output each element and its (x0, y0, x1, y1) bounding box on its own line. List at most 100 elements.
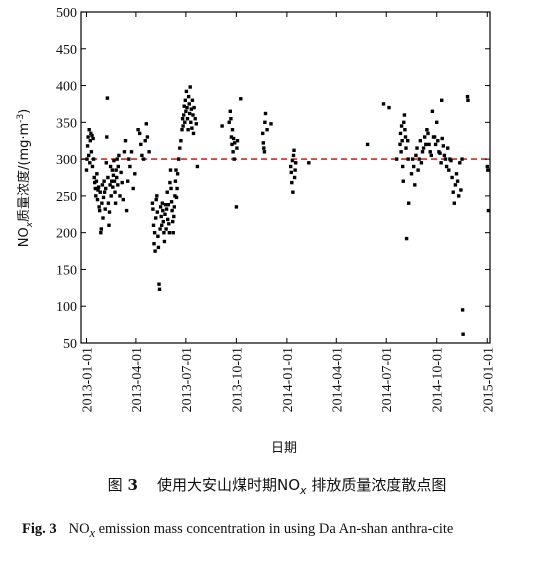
data-point (453, 183, 458, 187)
data-point (90, 164, 95, 169)
data-point (188, 85, 192, 89)
data-point (412, 164, 416, 169)
x-axis-ticks: 2013-01-01 2013-04-01 2013-07-01 2013-10-01… (81, 12, 496, 412)
data-point (190, 126, 194, 130)
data-point (163, 203, 168, 207)
data-point (452, 201, 456, 205)
data-point (116, 164, 120, 169)
data-point (111, 173, 116, 177)
data-point (110, 179, 114, 183)
data-point (113, 190, 117, 194)
data-point (154, 197, 158, 202)
data-point (239, 97, 243, 101)
data-point (87, 128, 91, 132)
data-point (290, 158, 295, 163)
figure-caption-english: Fig. 3 NOx emission mass concentration in… (22, 514, 534, 548)
data-point (98, 190, 102, 194)
data-point (156, 245, 161, 250)
data-point (121, 197, 125, 202)
data-point (291, 190, 295, 194)
data-point (294, 161, 298, 165)
data-point (416, 168, 420, 172)
data-point (100, 201, 104, 205)
data-point (406, 139, 410, 143)
data-point (234, 205, 239, 209)
data-point (170, 208, 174, 213)
y-tick-label: 400 (56, 80, 77, 95)
data-point (192, 105, 196, 110)
data-point (150, 201, 155, 205)
data-point (178, 146, 182, 150)
data-point (233, 141, 237, 145)
data-point (172, 205, 176, 209)
data-point (399, 124, 404, 128)
data-point (153, 249, 157, 253)
data-point (163, 212, 167, 216)
data-point (403, 135, 408, 139)
data-point (404, 236, 409, 241)
data-point (184, 109, 188, 113)
data-point (231, 150, 235, 154)
data-point (183, 120, 187, 124)
data-point (407, 201, 411, 205)
data-point (169, 186, 173, 191)
data-point (165, 190, 169, 194)
data-point (129, 150, 134, 154)
data-point (418, 139, 422, 143)
data-point (229, 117, 233, 121)
data-point (140, 153, 144, 158)
data-point (415, 146, 419, 150)
data-point (87, 153, 91, 158)
data-point (235, 139, 240, 143)
data-point (184, 89, 189, 94)
data-point (459, 188, 463, 192)
caption-en-nox: NOx (69, 521, 95, 540)
y-tick-label: 250 (56, 190, 77, 205)
data-point (454, 172, 459, 176)
data-point (88, 161, 92, 165)
data-point (171, 219, 175, 224)
data-point (112, 179, 117, 183)
data-point (133, 172, 137, 176)
data-point (441, 144, 445, 148)
data-point (114, 168, 118, 172)
data-point (168, 168, 173, 172)
data-point (147, 150, 151, 154)
data-point (128, 164, 132, 169)
data-point (144, 122, 148, 126)
x-tick-label: 2013-07-01 (180, 347, 195, 412)
data-point (111, 185, 115, 189)
data-point (103, 207, 107, 211)
y-axis-title-main: NO (17, 227, 32, 247)
data-point (162, 239, 167, 244)
data-point (395, 157, 399, 161)
data-point (261, 141, 265, 145)
data-point (171, 231, 175, 235)
data-point (119, 170, 123, 175)
data-point (406, 157, 410, 161)
data-point (190, 98, 195, 102)
data-point (230, 128, 235, 132)
data-point (96, 185, 101, 189)
data-point (157, 287, 162, 291)
data-point (99, 231, 103, 235)
data-point (292, 148, 296, 152)
data-point (164, 227, 168, 231)
data-point (290, 180, 294, 185)
data-point (126, 179, 130, 183)
data-point (446, 146, 450, 150)
data-point (401, 179, 405, 183)
data-point (466, 98, 470, 102)
data-point (229, 135, 234, 139)
data-point (167, 231, 172, 235)
data-point (404, 146, 408, 150)
data-point (414, 153, 418, 158)
data-point (185, 105, 189, 110)
data-point (182, 113, 186, 117)
data-point (101, 195, 106, 200)
caption-cn-nox: NOx (277, 476, 307, 497)
data-point (157, 282, 161, 286)
data-point (145, 135, 150, 139)
data-point (117, 153, 121, 158)
data-point (172, 214, 176, 219)
